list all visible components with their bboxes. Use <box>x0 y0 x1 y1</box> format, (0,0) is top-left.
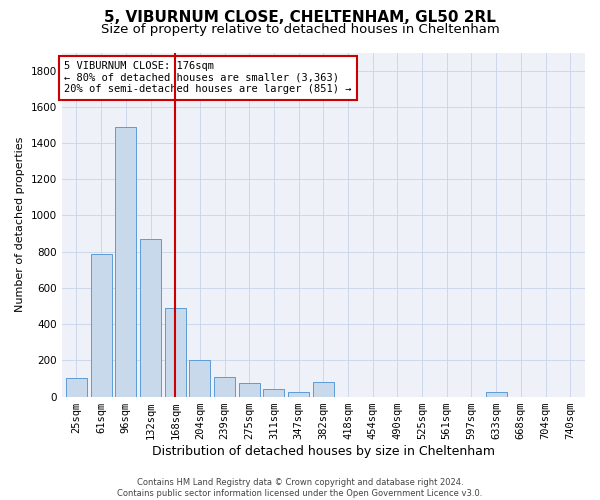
Bar <box>165 308 186 396</box>
Bar <box>140 239 161 396</box>
Bar <box>239 383 260 396</box>
Text: 5, VIBURNUM CLOSE, CHELTENHAM, GL50 2RL: 5, VIBURNUM CLOSE, CHELTENHAM, GL50 2RL <box>104 10 496 25</box>
X-axis label: Distribution of detached houses by size in Cheltenham: Distribution of detached houses by size … <box>152 444 495 458</box>
Bar <box>91 254 112 396</box>
Bar <box>288 392 309 396</box>
Bar <box>66 378 87 396</box>
Y-axis label: Number of detached properties: Number of detached properties <box>15 137 25 312</box>
Bar <box>115 126 136 396</box>
Text: Contains HM Land Registry data © Crown copyright and database right 2024.
Contai: Contains HM Land Registry data © Crown c… <box>118 478 482 498</box>
Text: 5 VIBURNUM CLOSE: 176sqm
← 80% of detached houses are smaller (3,363)
20% of sem: 5 VIBURNUM CLOSE: 176sqm ← 80% of detach… <box>64 61 352 94</box>
Bar <box>485 392 506 396</box>
Bar <box>214 376 235 396</box>
Bar <box>263 390 284 396</box>
Text: Size of property relative to detached houses in Cheltenham: Size of property relative to detached ho… <box>101 22 499 36</box>
Bar <box>313 382 334 396</box>
Bar <box>190 360 211 396</box>
